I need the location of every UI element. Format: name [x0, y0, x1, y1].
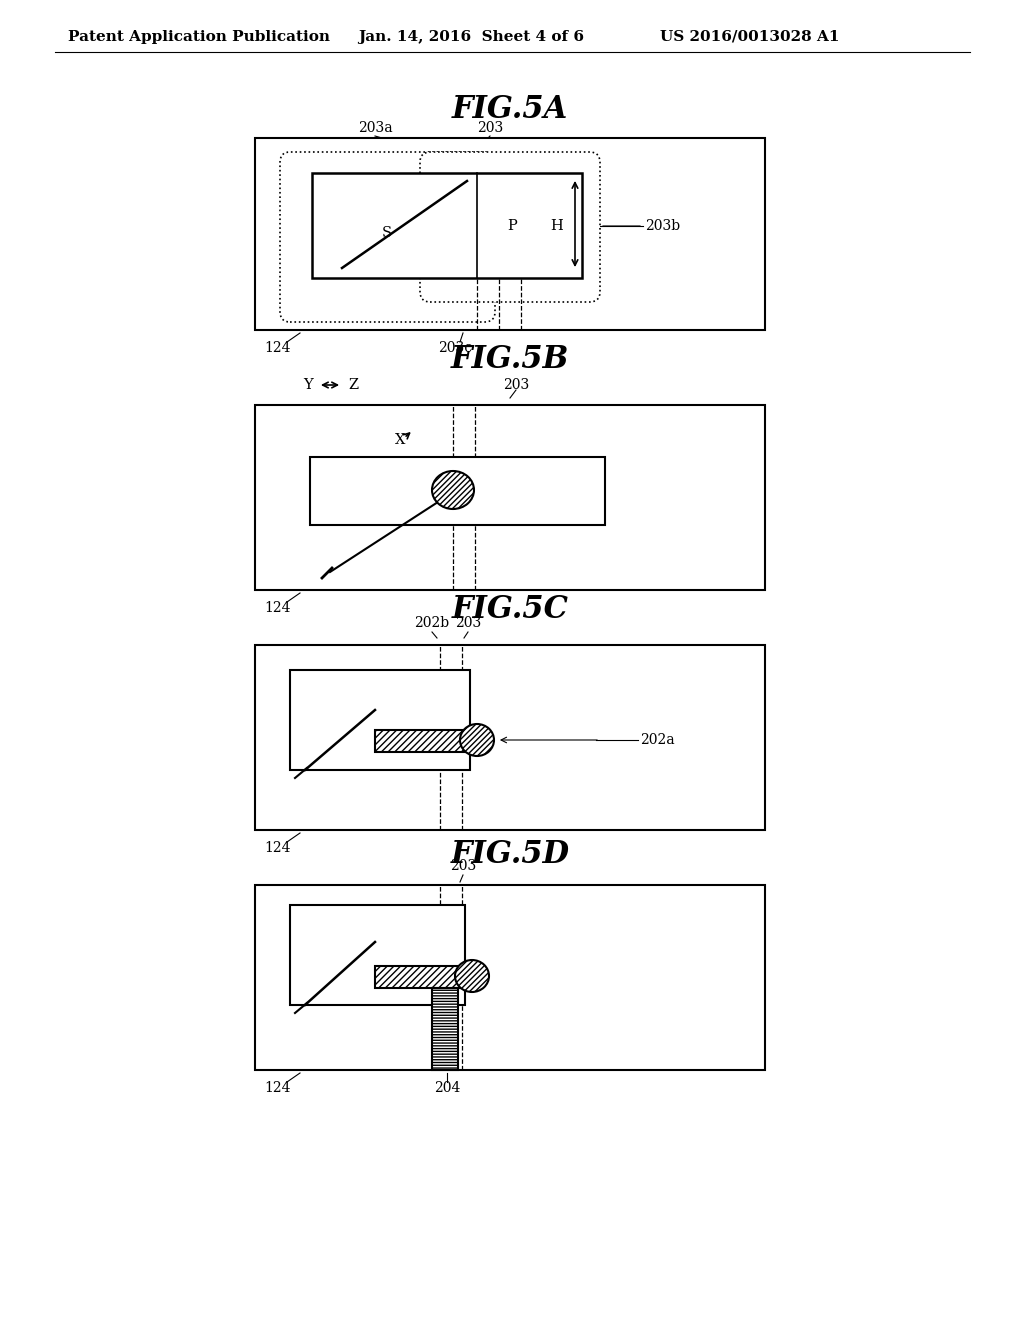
Text: US 2016/0013028 A1: US 2016/0013028 A1 — [660, 30, 840, 44]
Text: 203b: 203b — [645, 219, 680, 234]
Text: P: P — [507, 219, 517, 234]
Text: Patent Application Publication: Patent Application Publication — [68, 30, 330, 44]
Text: Z: Z — [348, 378, 358, 392]
Text: 202b: 202b — [415, 616, 450, 630]
Bar — [255, 645, 765, 830]
Ellipse shape — [460, 723, 494, 756]
Text: FIG.5B: FIG.5B — [451, 345, 569, 375]
FancyBboxPatch shape — [420, 152, 600, 302]
Bar — [255, 884, 765, 1071]
Bar — [255, 139, 765, 330]
Text: 203: 203 — [477, 121, 503, 135]
Text: 203: 203 — [503, 378, 529, 392]
Bar — [375, 966, 470, 987]
Text: FIG.5C: FIG.5C — [452, 594, 568, 624]
Text: 203c: 203c — [438, 341, 472, 355]
Bar — [255, 405, 765, 590]
Text: Y: Y — [303, 378, 313, 392]
Ellipse shape — [455, 960, 489, 993]
Bar — [375, 730, 475, 752]
Bar — [290, 671, 470, 770]
Text: FIG.5D: FIG.5D — [451, 840, 569, 870]
Text: X: X — [395, 433, 406, 447]
Ellipse shape — [432, 471, 474, 510]
Text: Jan. 14, 2016  Sheet 4 of 6: Jan. 14, 2016 Sheet 4 of 6 — [358, 30, 584, 44]
Text: H: H — [551, 219, 563, 234]
Text: 124: 124 — [265, 601, 291, 615]
Text: 124: 124 — [265, 841, 291, 855]
Bar — [310, 457, 605, 525]
Bar — [290, 906, 465, 1005]
Text: S: S — [382, 226, 392, 240]
Text: 204: 204 — [434, 1081, 460, 1096]
Text: 124: 124 — [265, 1081, 291, 1096]
Bar — [312, 173, 582, 279]
FancyBboxPatch shape — [280, 152, 495, 322]
Text: 203a: 203a — [357, 121, 392, 135]
Text: 203: 203 — [450, 859, 476, 873]
Text: 203: 203 — [455, 616, 481, 630]
Text: 124: 124 — [265, 341, 291, 355]
Bar — [432, 987, 458, 1071]
Text: FIG.5A: FIG.5A — [452, 94, 568, 125]
Text: 202a: 202a — [640, 733, 675, 747]
